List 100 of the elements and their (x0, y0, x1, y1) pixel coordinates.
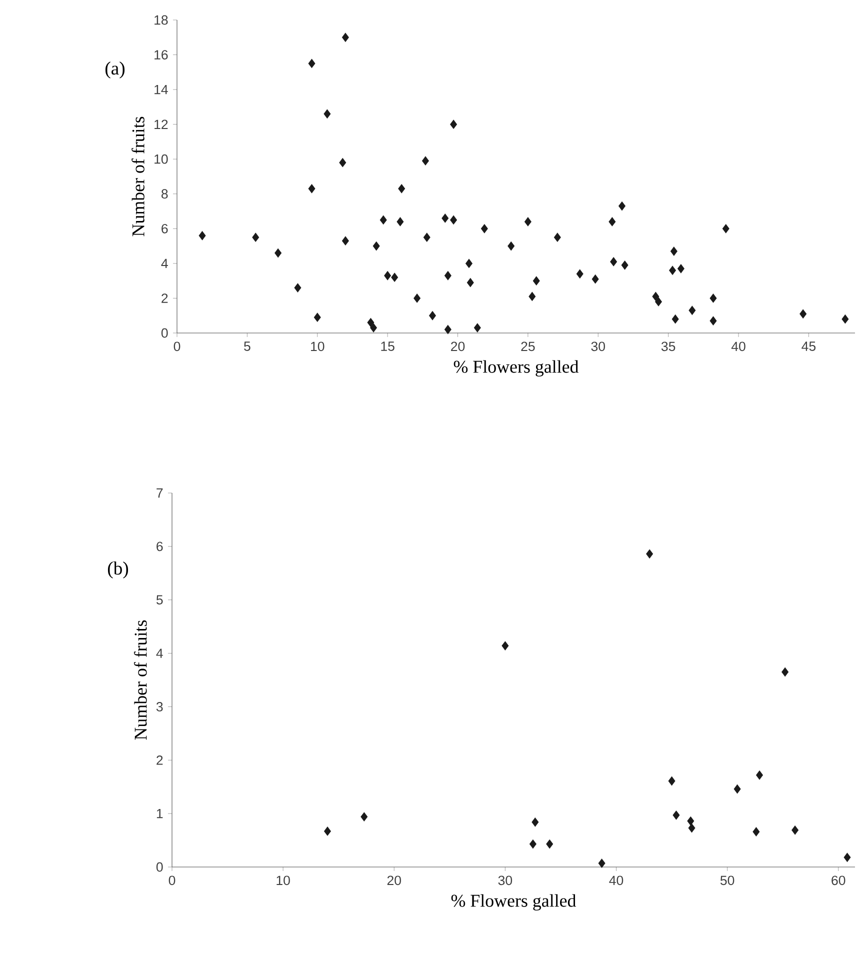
point (592, 274, 599, 284)
x-tick-label: 15 (381, 342, 394, 351)
point (466, 258, 472, 268)
point (722, 224, 730, 234)
x-tick-label: 35 (661, 342, 676, 352)
y-tick-label: 2 (162, 294, 168, 303)
point (391, 272, 398, 282)
point (466, 278, 474, 288)
y-tick-label: 4 (161, 258, 168, 268)
point (532, 818, 539, 827)
point (342, 236, 349, 246)
y-tick-label: 10 (154, 154, 168, 164)
point (198, 231, 206, 240)
point (474, 323, 481, 332)
point (370, 323, 377, 332)
y-axis-title: Number of fruits (134, 620, 147, 740)
text: (a) (105, 62, 125, 78)
point (688, 823, 696, 833)
point (308, 58, 316, 68)
text: (b) (108, 562, 128, 578)
point (608, 217, 616, 226)
point (844, 852, 851, 862)
point (670, 246, 678, 256)
point (444, 324, 452, 334)
x-tick-label: 50 (720, 876, 734, 886)
point (529, 839, 536, 849)
point (554, 232, 561, 242)
point (528, 292, 536, 302)
y-axis-title: Number of fruits (132, 116, 144, 236)
point (677, 264, 684, 274)
x-axis-title: % Flowers galled (454, 360, 579, 377)
y-tick-label: 0 (156, 862, 163, 872)
y-tick-label: 0 (161, 328, 168, 338)
x-tick-label: 30 (591, 342, 605, 352)
point (314, 312, 321, 322)
point (274, 248, 282, 258)
point (372, 242, 380, 251)
point (655, 297, 662, 306)
point (396, 217, 404, 226)
x-tick-label: 10 (311, 342, 324, 352)
point (710, 316, 717, 326)
point (800, 309, 807, 318)
x-tick-label: 20 (387, 876, 401, 886)
point (687, 816, 694, 826)
point (669, 266, 676, 275)
y-tick-label: 4 (156, 648, 163, 658)
point (576, 269, 584, 278)
y-tick-label: 14 (154, 84, 168, 94)
point (429, 311, 436, 320)
x-axis-title: % Flowers galled (451, 894, 576, 911)
x-tick-label: 60 (832, 876, 846, 886)
x-tick-label: 40 (731, 342, 746, 352)
x-tick-label: 25 (521, 342, 535, 352)
point (618, 202, 626, 211)
point (598, 858, 606, 868)
x-tick-label: 5 (244, 342, 250, 351)
y-tick-label: 12 (154, 120, 168, 129)
x-tick-label: 0 (174, 342, 180, 352)
point (532, 276, 540, 286)
y-tick-label: 18 (154, 15, 168, 25)
point (782, 667, 789, 677)
point (384, 271, 392, 280)
y-tick-label: 2 (156, 756, 163, 765)
point (450, 120, 458, 129)
y-tick-label: 6 (162, 224, 168, 234)
point (710, 294, 717, 303)
point (734, 784, 741, 794)
point (652, 292, 660, 302)
point (380, 215, 387, 224)
point (752, 827, 760, 836)
point (756, 770, 763, 780)
point (398, 184, 406, 194)
y-tick-label: 3 (156, 702, 163, 712)
point (524, 217, 532, 226)
point (360, 812, 368, 822)
point (324, 109, 331, 118)
y-tick-label: 8 (162, 189, 168, 199)
point (508, 242, 515, 251)
point (502, 641, 509, 650)
point (621, 260, 628, 270)
point (546, 839, 554, 849)
x-tick-label: 45 (802, 342, 816, 351)
point (252, 232, 260, 242)
point (423, 232, 430, 242)
point (339, 158, 346, 168)
point (414, 294, 421, 303)
y-tick-label: 6 (156, 542, 163, 552)
y-tick-label: 5 (156, 595, 163, 604)
x-tick-label: 10 (276, 876, 290, 886)
point (792, 826, 799, 835)
point (610, 257, 618, 266)
point (308, 184, 316, 194)
point (842, 314, 849, 324)
point (450, 215, 458, 224)
point (294, 283, 302, 292)
point (324, 826, 331, 836)
point (367, 318, 374, 328)
point (480, 224, 488, 234)
point (672, 314, 679, 324)
point (422, 156, 429, 166)
